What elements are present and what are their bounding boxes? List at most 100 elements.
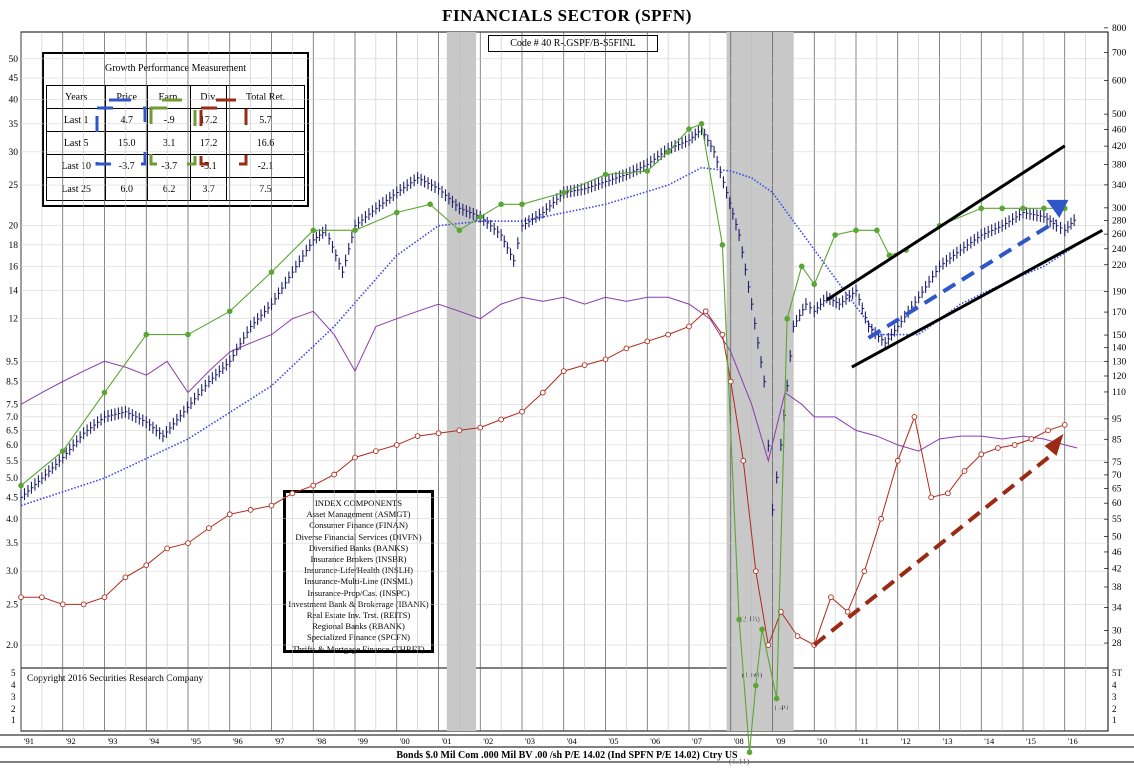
dividend-point: [415, 434, 420, 439]
y-tick-label-right: 130: [1112, 357, 1127, 367]
earnings-point: [774, 696, 779, 701]
y-tick-label-right: 140: [1112, 344, 1127, 354]
dividend-point: [206, 526, 211, 531]
y-tick-label-right: 110: [1112, 388, 1126, 398]
dividend-point: [945, 491, 950, 496]
x-tick-label: '93: [108, 736, 118, 746]
y-tick-label-right: 600: [1112, 77, 1127, 87]
earnings-point: [760, 627, 765, 632]
earnings-point: [60, 449, 65, 454]
dividend-point: [624, 346, 629, 351]
y-tick-label-left: 14: [9, 287, 19, 297]
dividend-point: [862, 569, 867, 574]
earnings-point: [353, 228, 358, 233]
earnings-point: [747, 750, 752, 755]
y-tick-label-right: 170: [1112, 308, 1127, 318]
earnings-point: [799, 264, 804, 269]
x-tick-label: '11: [859, 736, 869, 746]
x-tick-label: '94: [149, 736, 160, 746]
x-tick-label: '09: [776, 736, 786, 746]
x-tick-label: '06: [650, 736, 660, 746]
lower-tick-label-left: 2: [11, 704, 16, 714]
dividend-point: [895, 458, 900, 463]
y-tick-label-left: 5.5: [6, 457, 18, 467]
y-tick-label-left: 6.0: [6, 441, 18, 451]
earnings-point: [186, 332, 191, 337]
y-tick-label-left: 3.5: [6, 539, 18, 549]
x-tick-label: '97: [275, 736, 285, 746]
y-tick-label-left: 8.5: [6, 378, 18, 388]
x-tick-label: '12: [901, 736, 911, 746]
x-tick-label: '01: [442, 736, 452, 746]
earnings-point: [1000, 206, 1005, 211]
y-tick-label-left: 6.5: [6, 426, 18, 436]
dividend-point: [520, 409, 525, 414]
y-tick-label-right: 75: [1112, 458, 1122, 468]
earnings-point: [457, 228, 462, 233]
y-tick-label-right: 420: [1112, 142, 1127, 152]
y-tick-label-right: 800: [1112, 24, 1127, 34]
earnings-point: [603, 172, 608, 177]
dividend-point: [979, 452, 984, 457]
dividend-point: [102, 595, 107, 600]
y-tick-label-right: 280: [1112, 217, 1127, 227]
dividend-point: [332, 472, 337, 477]
y-tick-label-right: 460: [1112, 125, 1127, 135]
earnings-point: [269, 270, 274, 275]
dividend-point: [373, 449, 378, 454]
dividend-point: [478, 425, 483, 430]
dividend-point: [1046, 428, 1051, 433]
earnings-point: [785, 316, 790, 321]
dividend-point: [929, 495, 934, 500]
earnings-point: [754, 683, 759, 688]
x-tick-label: '10: [817, 736, 827, 746]
x-tick-label: '08: [734, 736, 744, 746]
dividend-point: [81, 602, 86, 607]
lower-tick-label-right: 1: [1112, 715, 1117, 725]
x-tick-label: '14: [984, 736, 995, 746]
dividend-point: [144, 563, 149, 568]
x-tick-label: '05: [609, 736, 619, 746]
y-tick-label-left: 45: [9, 74, 19, 84]
dividend-point: [766, 643, 771, 648]
earnings-point: [520, 202, 525, 207]
earnings-point: [720, 243, 725, 248]
y-tick-label-left: 3.0: [6, 567, 18, 577]
x-tick-label: '00: [400, 736, 410, 746]
y-tick-label-right: 60: [1112, 499, 1122, 509]
dividend-point: [227, 512, 232, 517]
earnings-point: [144, 332, 149, 337]
y-tick-label-left: 12: [9, 315, 19, 325]
dividend-trend-arrow: [814, 454, 1052, 645]
dividend-point: [60, 602, 65, 607]
y-tick-label-right: 50: [1112, 533, 1122, 543]
earnings-point: [645, 169, 650, 174]
x-tick-label: '95: [191, 736, 201, 746]
dividend-point: [962, 469, 967, 474]
earnings-point: [979, 206, 984, 211]
dividend-point: [795, 634, 800, 639]
dividend-point: [311, 483, 316, 488]
dividend-point: [666, 332, 671, 337]
lower-tick-label-left: 5: [11, 668, 16, 678]
dividend-point: [353, 455, 358, 460]
y-tick-label-right: 85: [1112, 435, 1122, 445]
dividend-point: [687, 324, 692, 329]
earnings-point: [394, 210, 399, 215]
y-tick-label-right: 260: [1112, 230, 1127, 240]
earnings-point: [666, 150, 671, 155]
dividend-point: [186, 541, 191, 546]
dividend-point: [996, 446, 1001, 451]
lower-tick-label-right: 5T: [1112, 668, 1123, 678]
y-tick-label-right: 95: [1112, 415, 1122, 425]
y-tick-label-right: 42: [1112, 565, 1122, 575]
y-tick-label-right: 150: [1112, 331, 1127, 341]
x-tick-label: '99: [358, 736, 368, 746]
dividend-point: [457, 428, 462, 433]
dividend-point: [436, 431, 441, 436]
y-tick-label-left: 20: [9, 222, 19, 232]
earnings-point: [499, 202, 504, 207]
dividend-point: [269, 503, 274, 508]
dividend-point: [499, 417, 504, 422]
